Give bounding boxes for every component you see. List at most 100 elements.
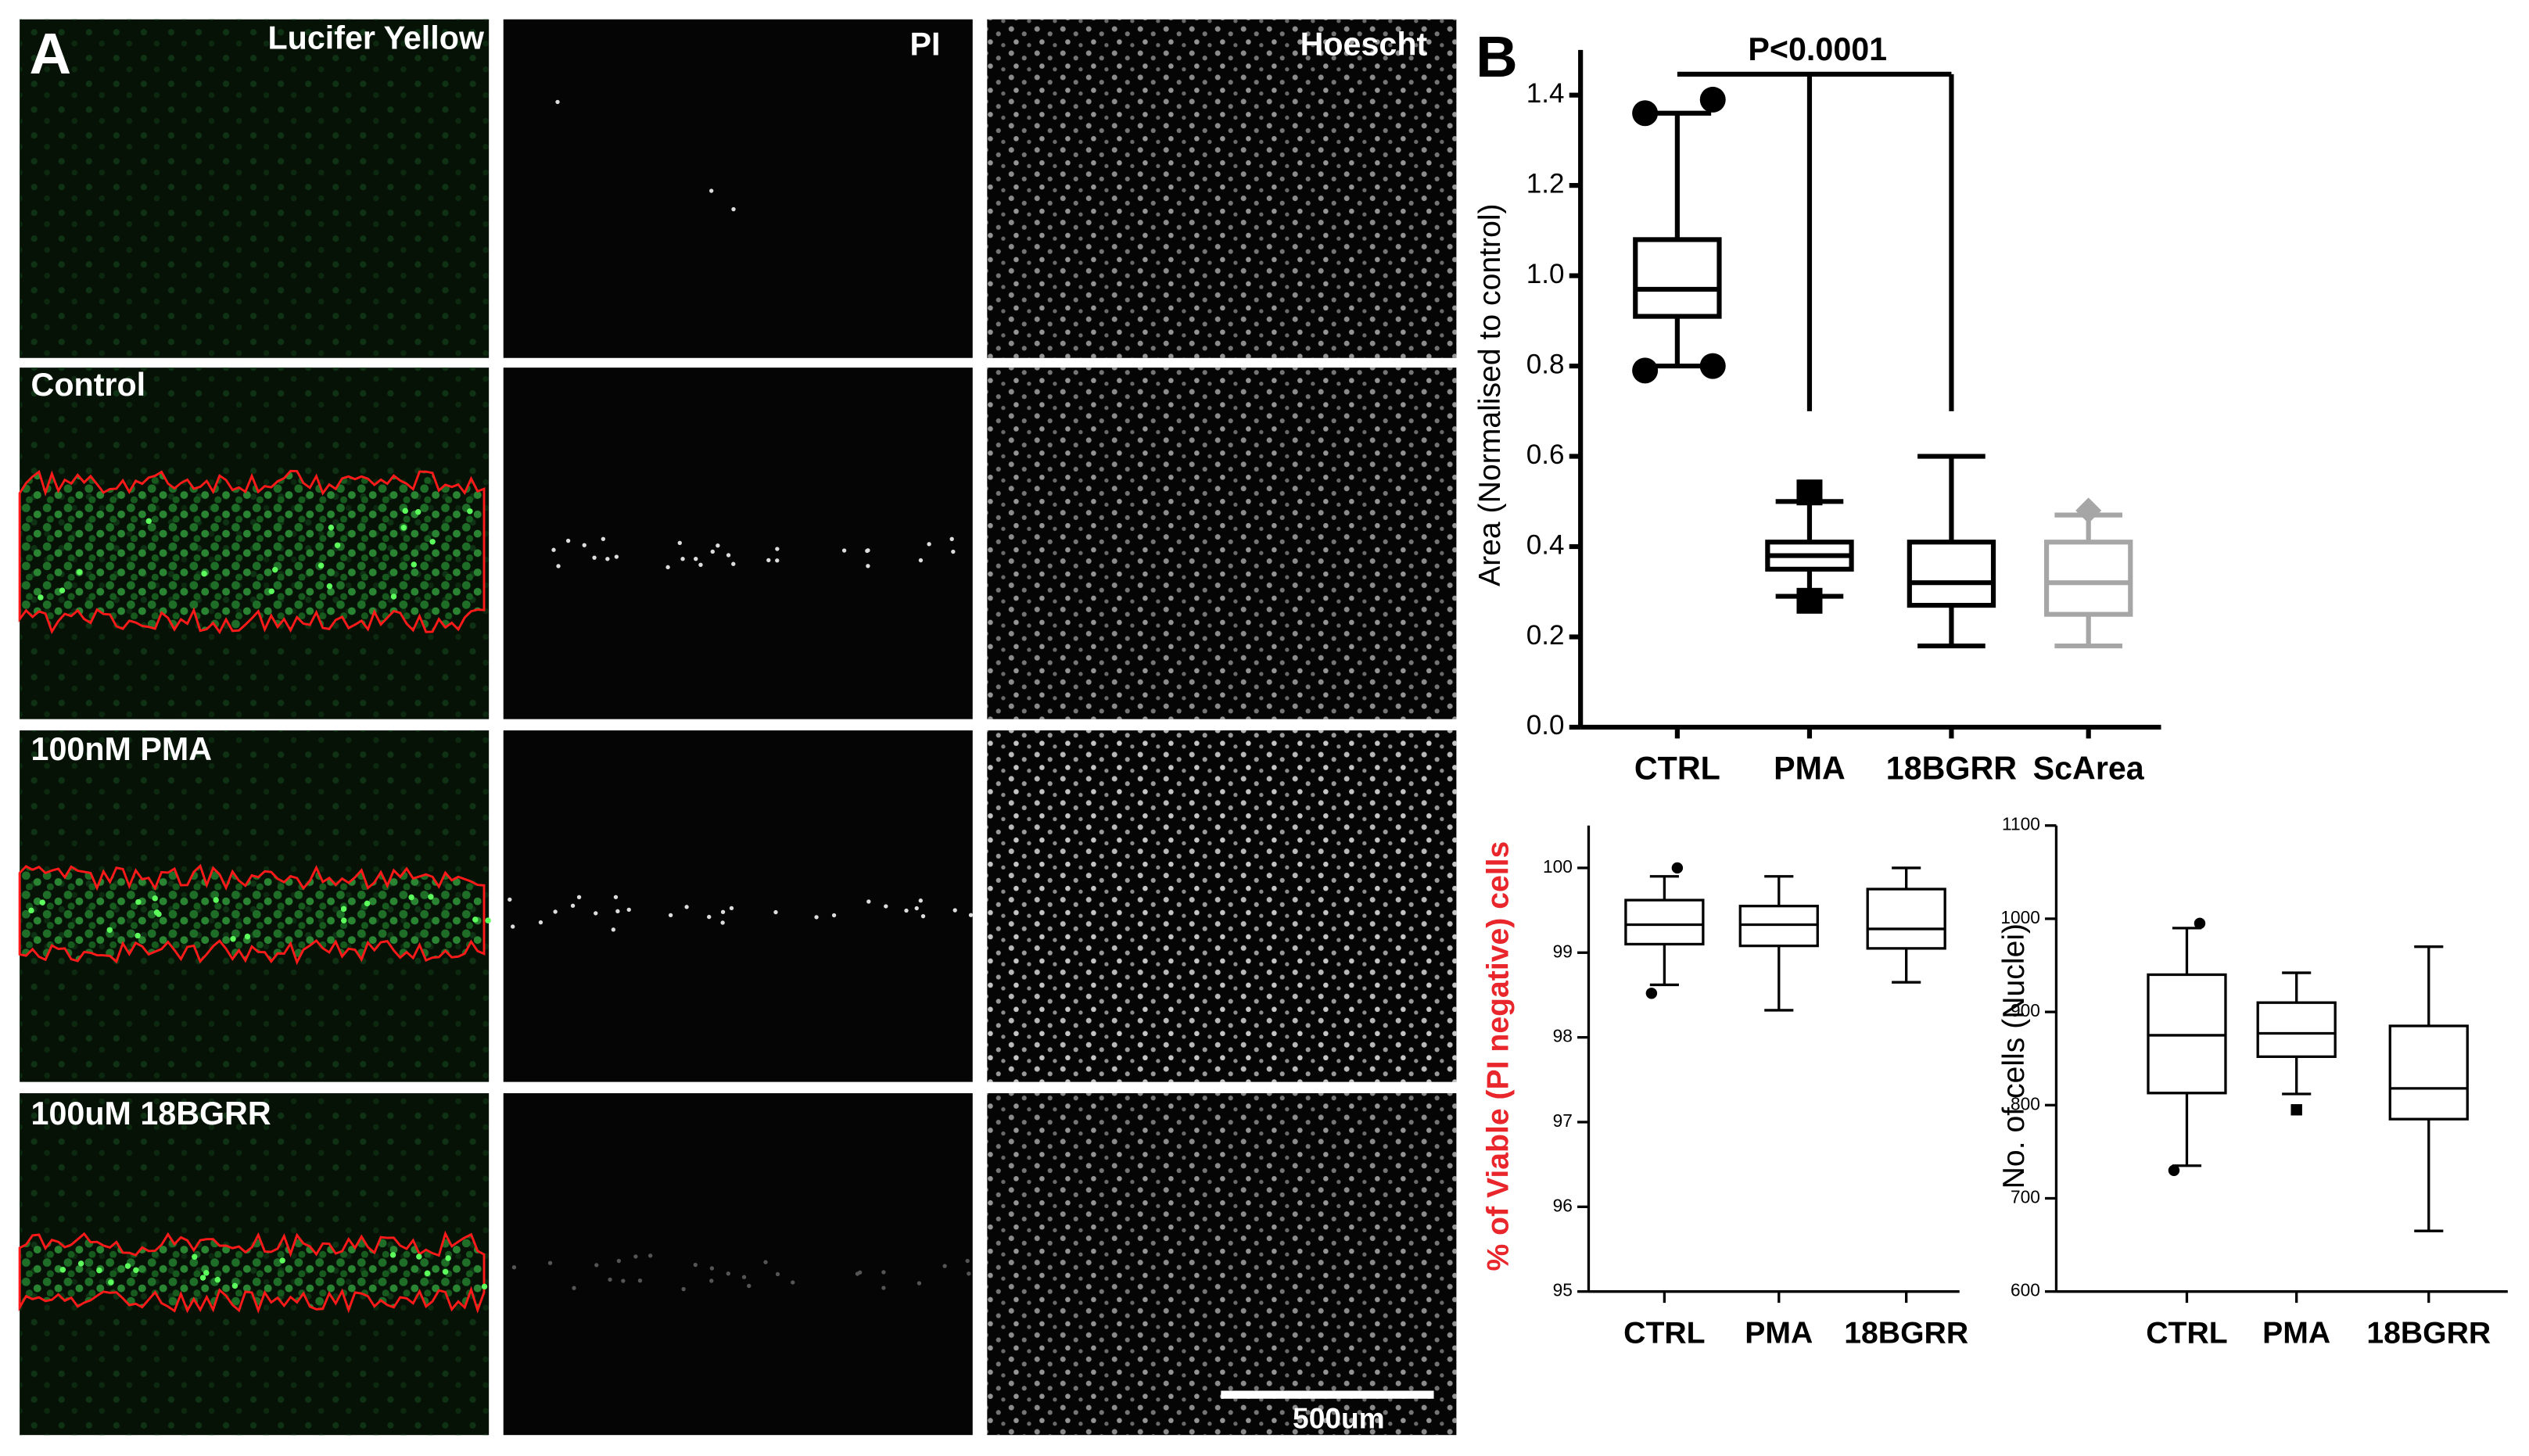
pi-positive-cell xyxy=(707,914,712,920)
bright-cell xyxy=(230,936,236,942)
bright-cell xyxy=(334,542,341,549)
bright-cell xyxy=(203,1270,210,1276)
pi-positive-cell xyxy=(605,557,610,561)
bright-cell xyxy=(268,588,274,594)
pi-positive-cell xyxy=(592,555,597,560)
outlier xyxy=(1796,479,1823,506)
pi-positive-cell xyxy=(615,909,620,914)
dye-outline xyxy=(18,469,486,635)
y-tick-label: 1100 xyxy=(2002,814,2040,834)
bright-cell xyxy=(153,909,160,916)
dye-spread xyxy=(20,866,484,963)
box xyxy=(1866,888,1946,950)
dye-spread xyxy=(20,1233,484,1311)
outlier xyxy=(2290,1104,2302,1116)
pi-positive-cell xyxy=(726,1271,730,1276)
pi-positive-cell xyxy=(556,564,561,568)
bright-cell xyxy=(442,1268,449,1275)
pi-positive-cell xyxy=(918,898,923,903)
pi-positive-cell xyxy=(616,1258,622,1264)
outlier xyxy=(1632,100,1659,127)
pi-positive-cell xyxy=(775,1271,780,1277)
box xyxy=(1624,898,1705,946)
y-tick-label: 0.4 xyxy=(1526,529,1565,560)
pi-positive-cell xyxy=(747,1283,752,1289)
pi-positive-cell xyxy=(511,924,515,929)
pi-positive-cell xyxy=(611,927,616,932)
pi-positive-cell xyxy=(881,1286,886,1290)
micrograph xyxy=(503,368,973,719)
pi-positive-cell xyxy=(720,920,725,925)
pi-positive-cell xyxy=(553,909,558,914)
box xyxy=(2388,1024,2469,1121)
bright-cell xyxy=(124,1263,131,1269)
y-tick-label: 700 xyxy=(2011,1186,2040,1207)
pi-positive-cell xyxy=(547,1261,553,1265)
pi-positive-cell xyxy=(904,908,909,913)
bright-cell xyxy=(38,594,44,601)
pi-positive-cell xyxy=(565,538,571,543)
micrograph xyxy=(503,1093,973,1436)
bright-cell xyxy=(467,508,473,515)
bright-cell xyxy=(415,509,422,515)
pi-positive-cell xyxy=(741,1275,747,1279)
bright-cell xyxy=(244,933,251,940)
outlier xyxy=(2168,1164,2180,1176)
pi-positive-cell xyxy=(608,1277,612,1282)
pi-positive-cell xyxy=(508,897,512,902)
bright-cell xyxy=(96,1267,102,1274)
pi-positive-cell xyxy=(633,1254,638,1259)
y-tick-label: 0.2 xyxy=(1526,620,1565,651)
panel-a xyxy=(18,19,1457,1436)
pi-positive-cell xyxy=(942,1264,947,1268)
outlier xyxy=(1796,587,1823,614)
outlier xyxy=(1632,357,1659,384)
x-tick-label: 18BGRR xyxy=(1844,1317,1968,1350)
y-tick-label: 1000 xyxy=(2000,907,2039,927)
pi-positive-cell xyxy=(677,540,682,545)
nuclei-texture xyxy=(987,730,1457,1082)
y-tick-label: 96 xyxy=(1553,1195,1573,1215)
pi-positive-cell xyxy=(731,206,736,212)
micrograph xyxy=(503,19,973,358)
bright-cell xyxy=(152,895,158,902)
pi-positive-cell xyxy=(965,1258,970,1264)
nuclei-texture xyxy=(987,19,1457,358)
pi-positive-cell xyxy=(917,1281,922,1286)
pi-positive-cell xyxy=(681,1286,686,1292)
dye-spread xyxy=(20,471,484,633)
bright-cell xyxy=(341,917,347,923)
bright-cell xyxy=(145,518,152,525)
y-axis-label: Area (Normalised to control) xyxy=(1473,203,1507,586)
nuclei-texture xyxy=(987,1093,1457,1436)
row-label: 100uM 18BGRR xyxy=(31,1096,271,1131)
pi-positive-cell xyxy=(511,1265,517,1270)
pi-positive-cell xyxy=(967,1271,971,1276)
micrograph xyxy=(503,730,973,1082)
pi-positive-cell xyxy=(729,906,734,911)
pi-positive-cell xyxy=(708,188,714,193)
outlier xyxy=(1699,86,1726,113)
y-tick-label: 1.0 xyxy=(1526,259,1565,289)
bright-cell xyxy=(135,932,141,939)
bright-cell xyxy=(408,894,414,901)
y-tick-label: 900 xyxy=(2011,1000,2040,1020)
pi-positive-cell xyxy=(775,547,780,551)
bright-cell xyxy=(402,507,408,515)
bright-cell xyxy=(317,562,325,569)
dye-outline xyxy=(18,863,486,966)
bright-cell xyxy=(326,583,333,590)
pi-positive-cell xyxy=(576,895,582,899)
bright-cell xyxy=(39,899,45,906)
pi-positive-cell xyxy=(637,1278,643,1283)
pi-positive-cell xyxy=(613,895,619,899)
pi-positive-cell xyxy=(572,1286,576,1290)
bright-cell xyxy=(364,900,371,907)
pi-positive-cell xyxy=(601,536,606,541)
box xyxy=(2147,973,2227,1095)
pi-positive-cell xyxy=(614,554,619,559)
x-tick-label: PMA xyxy=(1745,1317,1813,1350)
pi-positive-cell xyxy=(720,909,726,914)
pi-positive-cell xyxy=(763,1260,768,1264)
